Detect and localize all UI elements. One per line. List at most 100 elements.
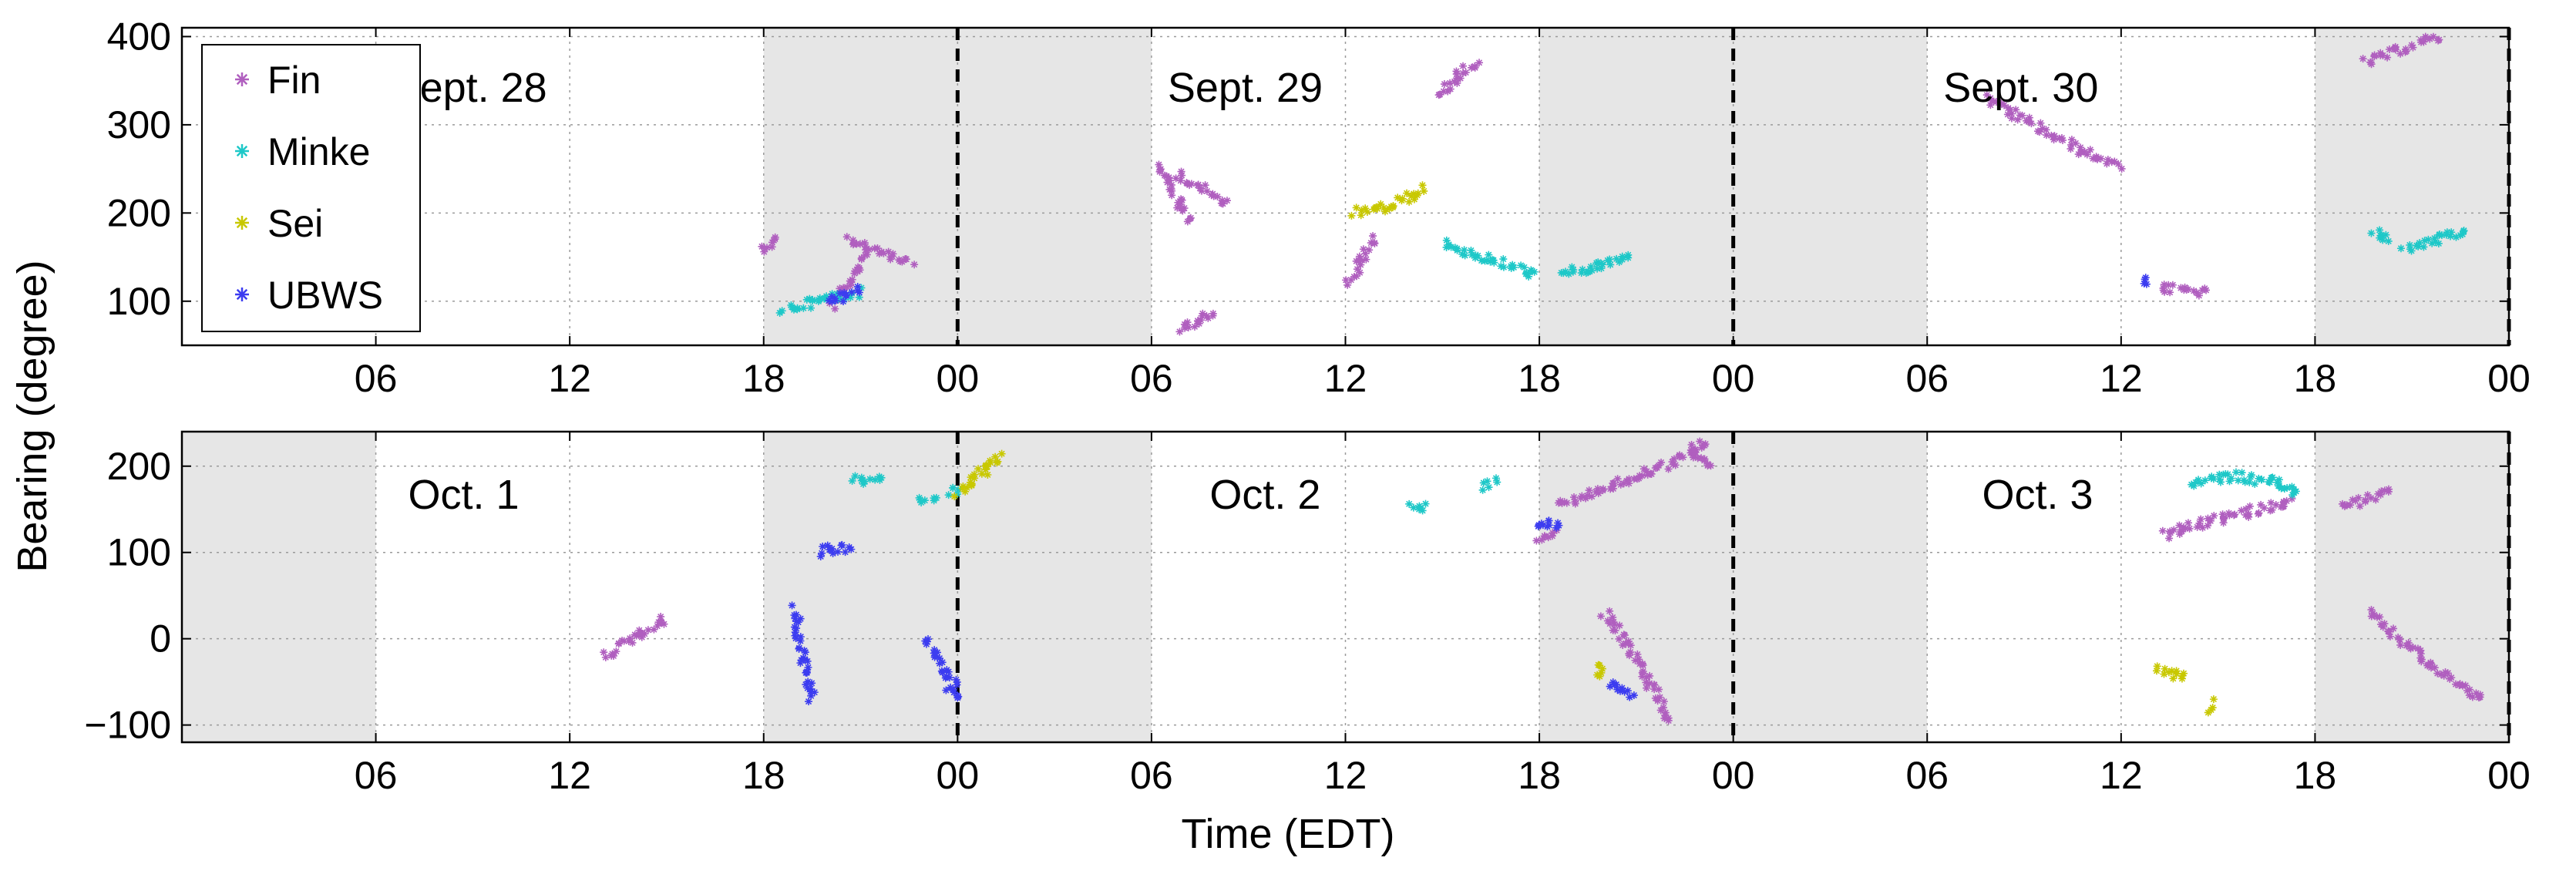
data-point bbox=[2067, 136, 2076, 144]
data-point bbox=[865, 245, 873, 254]
data-point bbox=[2434, 239, 2443, 247]
data-point bbox=[2107, 158, 2116, 166]
data-point bbox=[650, 625, 658, 634]
x-tick-label: 06 bbox=[1130, 357, 1173, 400]
data-point bbox=[970, 474, 979, 483]
data-point bbox=[815, 297, 823, 305]
data-point bbox=[825, 296, 833, 304]
x-tick-label: 18 bbox=[1518, 357, 1561, 400]
data-point bbox=[2241, 505, 2250, 513]
data-point bbox=[949, 483, 957, 492]
x-tick-label: 18 bbox=[742, 357, 785, 400]
data-point bbox=[805, 698, 813, 706]
data-point bbox=[2042, 126, 2050, 134]
data-point bbox=[1343, 281, 1352, 289]
data-point bbox=[1620, 631, 1629, 640]
data-point bbox=[2413, 241, 2421, 250]
data-point bbox=[2247, 471, 2255, 479]
data-point bbox=[1450, 77, 1458, 86]
data-point bbox=[787, 301, 795, 309]
data-point bbox=[2367, 612, 2376, 620]
data-point bbox=[1593, 671, 1602, 679]
data-point bbox=[600, 648, 608, 657]
data-point bbox=[2260, 504, 2268, 513]
data-point bbox=[1643, 470, 1652, 479]
y-tick-label: 200 bbox=[107, 445, 171, 488]
data-point bbox=[2443, 669, 2452, 678]
data-point bbox=[2231, 510, 2239, 519]
data-point bbox=[2237, 506, 2245, 515]
data-point bbox=[1347, 276, 1355, 284]
data-point bbox=[1679, 453, 1687, 462]
data-point bbox=[1596, 612, 1605, 620]
data-point bbox=[788, 601, 796, 610]
data-point bbox=[2141, 274, 2150, 282]
data-point bbox=[1638, 668, 1646, 677]
data-point bbox=[1670, 455, 1678, 463]
data-point bbox=[2384, 237, 2393, 245]
data-point bbox=[866, 475, 874, 483]
data-point bbox=[959, 482, 967, 490]
data-point bbox=[2194, 291, 2203, 300]
y-tick-label: 0 bbox=[150, 617, 171, 661]
data-point bbox=[828, 298, 836, 306]
data-point bbox=[1691, 448, 1700, 456]
data-point bbox=[833, 290, 842, 298]
data-point bbox=[2221, 470, 2230, 479]
data-point bbox=[1982, 91, 1991, 99]
data-point bbox=[901, 255, 910, 264]
data-point bbox=[1471, 254, 1479, 262]
data-point bbox=[1664, 714, 1673, 722]
data-point bbox=[2466, 685, 2474, 694]
data-point bbox=[2188, 480, 2196, 489]
data-point bbox=[2207, 474, 2215, 483]
data-point bbox=[854, 263, 863, 271]
night-shading bbox=[2315, 28, 2509, 345]
panel-top: 06 12 18 00 06 12 18 00 06 12 18 00 100 200 300 400 Sept… bbox=[107, 15, 2531, 400]
data-point bbox=[2416, 646, 2425, 654]
data-point bbox=[1485, 483, 1493, 492]
x-tick-label: 00 bbox=[937, 357, 980, 400]
data-point bbox=[2275, 476, 2283, 484]
data-point bbox=[2208, 704, 2217, 712]
legend-label-fin: Fin bbox=[267, 59, 321, 102]
data-point bbox=[2083, 150, 2091, 159]
data-point bbox=[1196, 316, 1205, 325]
data-point bbox=[847, 545, 856, 553]
series-fin bbox=[600, 437, 2484, 725]
y-tick-label: 100 bbox=[107, 280, 171, 323]
data-point bbox=[1579, 265, 1587, 274]
data-point bbox=[2424, 661, 2433, 669]
data-point bbox=[802, 295, 811, 304]
data-point bbox=[1410, 190, 1418, 198]
data-point bbox=[1446, 85, 1454, 93]
data-point bbox=[1576, 494, 1585, 503]
data-point bbox=[2093, 154, 2101, 163]
data-point bbox=[1619, 641, 1627, 649]
data-point bbox=[2404, 639, 2413, 647]
data-point bbox=[2476, 693, 2484, 701]
data-point bbox=[917, 498, 926, 506]
data-point bbox=[888, 252, 896, 261]
data-point bbox=[1486, 257, 1495, 266]
x-tick-label: 12 bbox=[2100, 357, 2143, 400]
data-point bbox=[1183, 217, 1192, 226]
data-point bbox=[1660, 714, 1669, 722]
data-point bbox=[768, 243, 776, 251]
legend-marker-fin bbox=[235, 72, 249, 86]
data-point bbox=[1986, 101, 1995, 109]
data-point bbox=[620, 637, 628, 645]
data-point bbox=[2402, 45, 2410, 53]
data-point bbox=[1155, 167, 1164, 176]
data-point bbox=[1491, 474, 1500, 483]
data-point bbox=[2257, 500, 2265, 509]
data-point bbox=[2363, 491, 2372, 499]
data-point bbox=[1597, 668, 1606, 677]
data-point bbox=[832, 297, 840, 305]
data-point bbox=[2097, 154, 2105, 163]
data-point bbox=[804, 663, 812, 671]
data-point bbox=[2379, 51, 2387, 59]
legend-label-sei: Sei bbox=[267, 202, 323, 245]
data-point bbox=[2245, 509, 2253, 518]
data-point bbox=[1398, 194, 1407, 203]
